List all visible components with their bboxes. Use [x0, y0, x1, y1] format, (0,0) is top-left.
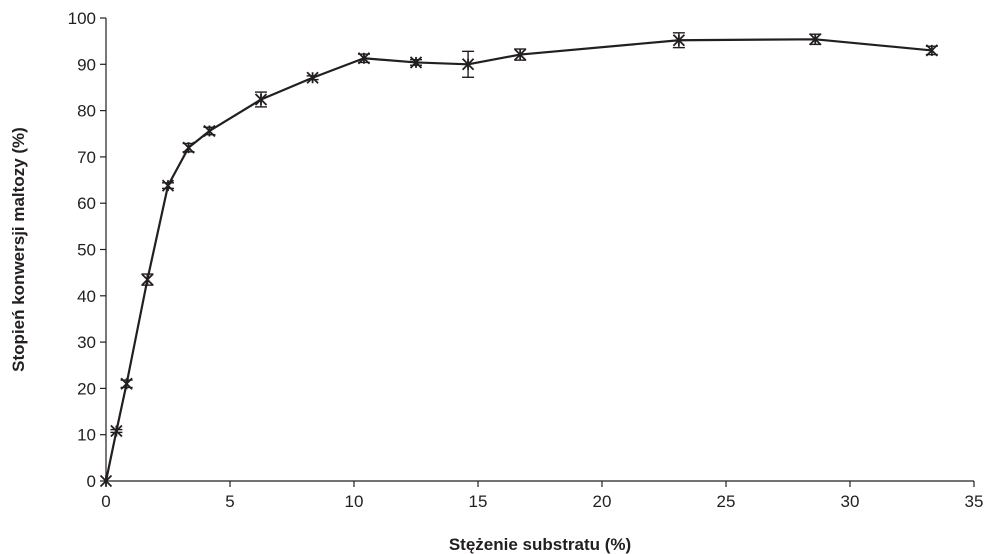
x-tick-label: 35 — [965, 492, 984, 511]
x-tick-label: 25 — [717, 492, 736, 511]
y-axis-title: Stopień konwersji maltozy (%) — [9, 127, 28, 372]
axes: 0 10 20 30 40 50 60 70 80 90 100 0 5 10 15 20 25 30 35 — [68, 9, 984, 511]
data-point — [409, 56, 423, 69]
y-tick-label: 20 — [77, 379, 96, 398]
data-series — [99, 32, 938, 488]
x-tick-label: 10 — [345, 492, 364, 511]
data-point — [925, 44, 938, 57]
y-tick-label: 10 — [77, 426, 96, 445]
y-tick-label: 60 — [77, 194, 96, 213]
series-line — [104, 38, 932, 482]
data-point — [514, 48, 527, 61]
y-tick-label: 40 — [77, 287, 96, 306]
y-tick-label: 80 — [77, 102, 96, 121]
x-axis-title: Stężenie substratu (%) — [449, 535, 631, 554]
data-point — [254, 93, 268, 106]
x-tick-label: 20 — [593, 492, 612, 511]
data-point — [357, 52, 371, 65]
data-point — [672, 34, 686, 47]
y-tick-label: 100 — [68, 9, 96, 28]
y-tick-label: 90 — [77, 55, 96, 74]
data-point — [141, 273, 154, 286]
y-tick-label: 70 — [77, 148, 96, 167]
data-point — [809, 33, 822, 46]
x-tick-label: 0 — [101, 492, 110, 511]
y-tick-label: 30 — [77, 333, 96, 352]
data-point — [203, 124, 216, 138]
data-point — [120, 377, 133, 390]
x-tick-label: 5 — [225, 492, 234, 511]
data-point — [182, 141, 195, 154]
data-point — [110, 424, 123, 438]
data-point — [99, 474, 113, 488]
data-point — [461, 58, 475, 71]
x-tick-label: 30 — [841, 492, 860, 511]
data-point — [306, 71, 319, 84]
y-tick-label: 0 — [87, 472, 96, 491]
data-point — [161, 179, 175, 192]
x-tick-label: 15 — [469, 492, 488, 511]
y-tick-label: 50 — [77, 241, 96, 260]
